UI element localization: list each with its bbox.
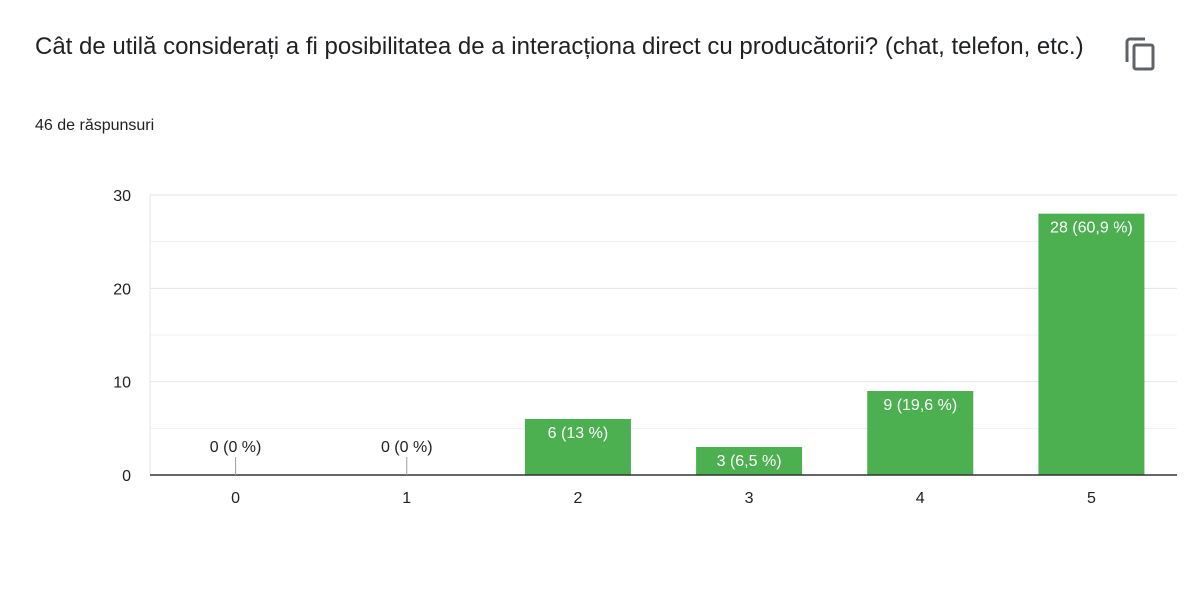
response-count: 46 de răspunsuri xyxy=(35,117,155,134)
bar xyxy=(1038,213,1145,475)
bar xyxy=(696,447,803,475)
y-tick-label: 30 xyxy=(113,188,131,205)
question-title: Cât de utilă considerați a fi posibilita… xyxy=(35,33,1084,60)
copy-chart-button[interactable] xyxy=(1118,32,1162,76)
x-tick-label: 0 xyxy=(231,490,240,507)
x-tick-label: 4 xyxy=(916,490,925,507)
bar xyxy=(524,419,631,475)
bar xyxy=(867,391,974,475)
data-label: 0 (0 %) xyxy=(381,439,433,456)
data-label: 28 (60,9 %) xyxy=(1050,220,1133,237)
data-label: 0 (0 %) xyxy=(210,439,262,456)
y-axis-ticks: 0 10 20 30 xyxy=(113,188,131,485)
data-label: 9 (19,6 %) xyxy=(883,397,957,414)
data-label: 6 (13 %) xyxy=(548,425,608,442)
data-label: 3 (6,5 %) xyxy=(717,453,782,470)
y-tick-label: 0 xyxy=(122,468,131,485)
x-tick-label: 3 xyxy=(745,490,754,507)
x-axis-ticks: 0 1 2 3 4 5 xyxy=(231,490,1096,507)
data-labels: 0 (0 %) 0 (0 %) 6 (13 %) 3 (6,5 %) 9 (19,6 %… xyxy=(210,220,1133,475)
y-tick-label: 10 xyxy=(113,375,131,392)
bars xyxy=(524,213,1145,475)
x-tick-label: 5 xyxy=(1087,490,1096,507)
copy-icon xyxy=(1125,37,1155,71)
x-tick-label: 2 xyxy=(573,490,582,507)
y-tick-label: 20 xyxy=(113,281,131,298)
grid-lines xyxy=(149,194,1177,475)
x-tick-label: 1 xyxy=(402,490,411,507)
